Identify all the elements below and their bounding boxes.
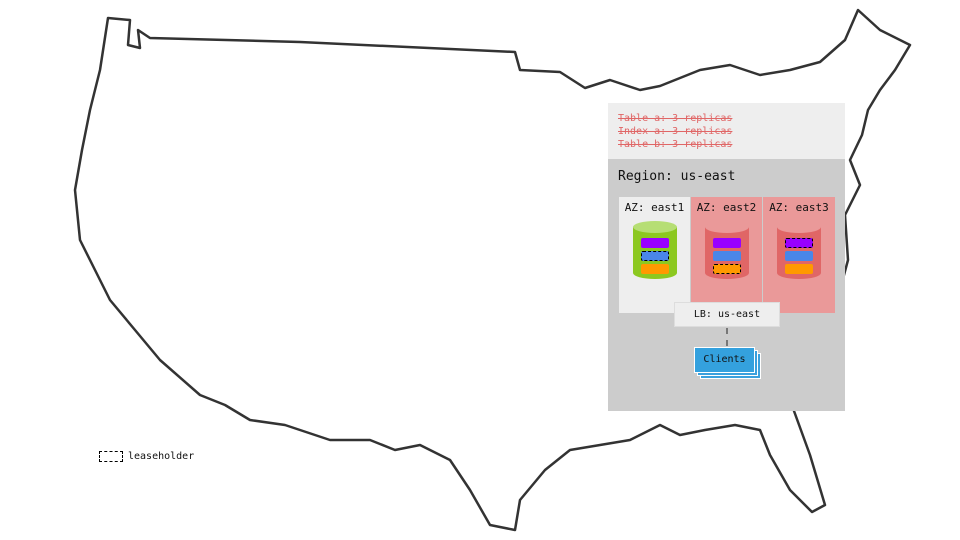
load-balancer: LB: us-east — [674, 302, 780, 327]
struck-replica-line: Table a: 3 replicas — [618, 113, 733, 124]
range-table-b — [785, 264, 813, 274]
range-table-b-leaseholder — [713, 264, 741, 274]
range-table-a — [713, 238, 741, 248]
az-label: AZ: east3 — [769, 201, 829, 214]
legend: leaseholder — [99, 451, 194, 462]
lb-client-connector — [726, 328, 728, 346]
region-us-east: Region: us-east AZ: east1 AZ: east2 AZ: … — [608, 159, 845, 411]
database-cylinder-icon — [777, 221, 821, 285]
range-table-b — [641, 264, 669, 274]
database-cylinder-icon — [633, 221, 677, 285]
clients-box: Clients — [694, 347, 755, 373]
az-label: AZ: east2 — [696, 201, 757, 214]
range-index-a — [713, 251, 741, 261]
range-index-a — [785, 251, 813, 261]
range-table-a-leaseholder — [785, 238, 813, 248]
az-east1: AZ: east1 — [619, 197, 690, 313]
struck-replica-line: Table b: 3 replicas — [618, 139, 733, 150]
range-index-a-leaseholder — [641, 251, 669, 261]
leaseholder-swatch-icon — [99, 451, 123, 462]
az-east2: AZ: east2 — [691, 197, 762, 313]
struck-replica-line: Index a: 3 replicas — [618, 126, 733, 137]
az-label: AZ: east1 — [624, 201, 685, 214]
database-cylinder-icon — [705, 221, 749, 285]
replica-config-panel: Table a: 3 replicas Index a: 3 replicas … — [608, 103, 845, 159]
az-east3: AZ: east3 — [763, 197, 835, 313]
legend-label: leaseholder — [128, 451, 195, 462]
region-title: Region: us-east — [618, 169, 736, 184]
range-table-a — [641, 238, 669, 248]
